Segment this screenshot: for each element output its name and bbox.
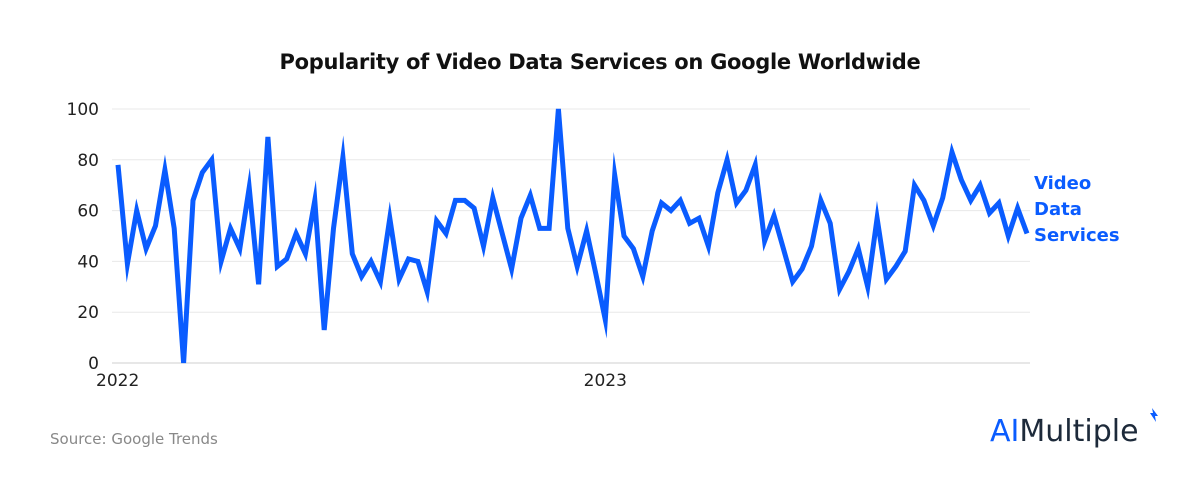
y-tick-label: 60 — [77, 202, 99, 222]
y-tick-label: 80 — [77, 151, 99, 171]
x-tick-label: 2022 — [96, 371, 139, 391]
legend-line-1: Video — [1034, 173, 1092, 194]
logo-multiple: Multiple — [1019, 414, 1139, 449]
x-tick-label: 2023 — [584, 371, 627, 391]
series-line-video-data-services — [115, 108, 1030, 364]
legend-line-3: Services — [1034, 225, 1120, 246]
logo-ai: AI — [990, 414, 1020, 449]
legend-line-2: Data — [1034, 199, 1082, 220]
y-tick-label: 0 — [88, 354, 99, 374]
y-tick-label: 20 — [77, 303, 99, 323]
source-note: Source: Google Trends — [50, 430, 218, 448]
legend-label: Video Data Services — [1034, 171, 1120, 249]
aimultiple-logo: AIMultiple — [990, 408, 1158, 449]
chart-title: Popularity of Video Data Services on Goo… — [279, 50, 921, 74]
y-tick-label: 40 — [77, 252, 99, 272]
logo-spark-icon — [1150, 408, 1158, 422]
y-tick-label: 100 — [67, 100, 99, 120]
